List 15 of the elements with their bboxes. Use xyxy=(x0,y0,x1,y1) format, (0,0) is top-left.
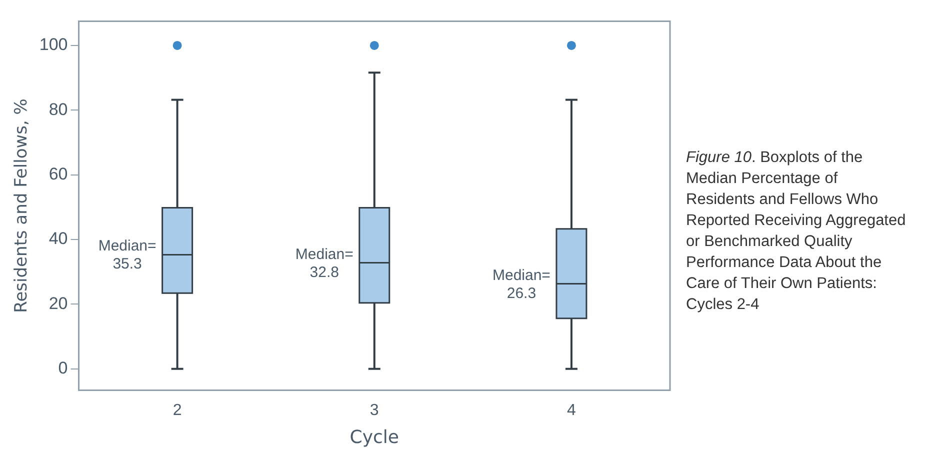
y-axis-title: Residents and Fellows, % xyxy=(12,98,32,313)
y-tick-label: 60 xyxy=(48,164,68,184)
x-axis-title: Cycle xyxy=(350,426,399,448)
annotation: Median= 26.3 xyxy=(492,266,551,302)
annotation: Median= 35.3 xyxy=(98,238,157,273)
y-tick-label: 20 xyxy=(48,294,68,313)
annotation: Median= 32.8 xyxy=(295,246,354,281)
y-tick-label: 0 xyxy=(58,358,68,378)
y-tick-label: 40 xyxy=(48,229,68,248)
x-tick-label: 2 xyxy=(172,402,182,420)
x-tick-label: 3 xyxy=(370,402,379,420)
y-tick-label: 80 xyxy=(48,100,68,119)
x-tick-label: 4 xyxy=(567,402,576,420)
text: Figure 10. Boxplots of the Median Percentage of Residents and Fellows Who Reported Receiving Aggregated or Benchmarked Quality Performance Data About the Care of Their Own Patients: Cycles 2-4 xyxy=(686,148,906,312)
y-tick-label: 100 xyxy=(39,35,68,54)
